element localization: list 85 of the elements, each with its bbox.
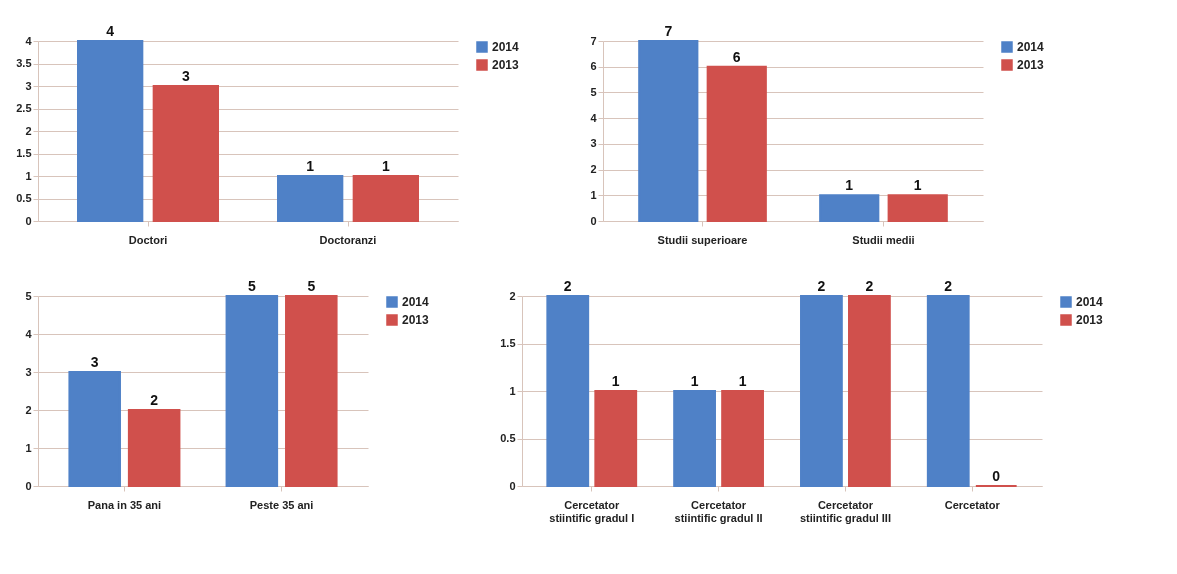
bar [127,409,181,487]
bar [721,390,764,487]
legend-label: 2013 [1017,58,1045,72]
y-tick-label: 3 [590,137,597,150]
y-tick-label: 1 [590,188,597,201]
y-tick-label: 3 [25,79,32,92]
bar [152,85,219,222]
data-label: 3 [181,68,190,84]
bar [285,295,338,487]
bar [819,194,880,222]
bar [68,371,121,487]
data-label: 2 [817,278,826,294]
data-label: 3 [90,354,99,370]
legend-label: 2014 [492,40,520,54]
y-tick-label: 1 [509,384,516,397]
data-label: 1 [845,177,854,194]
data-label: 1 [738,373,747,389]
legend-label: 2013 [492,58,520,72]
bar [277,175,344,222]
x-tick-label: Studii medii [852,233,915,246]
y-tick-label: 0.5 [16,192,32,204]
bar [352,175,419,222]
x-tick-label: Cercetator [944,498,1001,511]
y-tick-label: 2 [25,403,32,416]
y-tick-label: 5 [590,85,597,98]
bar [673,390,716,487]
data-label: 2 [865,278,874,294]
x-tick-label: Peste 35 ani [249,498,314,511]
data-label: 2 [944,278,953,294]
data-label: 0 [992,468,1001,484]
data-label: 1 [381,158,390,174]
legend-label: 2013 [402,313,430,327]
y-tick-label: 6 [590,60,597,73]
data-label: 5 [247,278,256,294]
x-tick-label: Studii superioare [657,233,748,246]
bar [225,295,279,487]
data-label: 1 [611,373,620,389]
y-tick-label: 0 [509,479,516,492]
x-tick-label: Doctoranzi [319,233,377,246]
y-tick-label: 1 [25,441,32,454]
y-tick-label: 0 [25,479,32,492]
y-tick-label: 2 [509,289,516,302]
data-label: 1 [306,158,315,174]
bar [887,194,948,222]
data-label: 1 [690,373,699,389]
data-label: 7 [664,23,673,39]
data-label: 4 [106,23,115,39]
data-label: 2 [150,392,159,408]
bar [638,40,699,222]
bar [77,40,144,222]
y-tick-label: 3 [25,365,32,378]
y-tick-label: 0 [590,214,597,227]
y-tick-label: 1 [25,169,32,182]
y-tick-label: 4 [25,327,33,340]
x-tick-label: Cercetator stiintific gradul I [549,498,635,524]
data-label: 1 [913,177,922,194]
y-tick-label: 2 [25,124,32,137]
data-label: 5 [307,278,316,294]
legend-label: 2014 [1076,295,1104,309]
y-tick-label: 0 [25,214,32,227]
bar [926,295,970,487]
data-label: 2 [563,278,572,294]
y-tick-label: 3.5 [16,57,32,69]
x-tick-label: Cercetator stiintific gradul II [674,498,763,524]
x-tick-label: Pana in 35 ani [87,498,162,511]
x-tick-label: Cercetator stiintific gradul III [799,498,891,524]
y-tick-label: 4 [25,34,33,47]
bar [848,295,891,487]
bar [546,295,590,487]
y-tick-label: 5 [25,289,32,302]
y-tick-label: 1.5 [16,147,32,159]
y-tick-label: 0.5 [500,432,516,444]
legend-label: 2013 [1076,313,1104,327]
y-tick-label: 4 [590,111,598,124]
bar [800,295,843,487]
legend-label: 2014 [402,295,430,309]
bar [594,390,638,487]
x-tick-label: Doctori [128,233,168,246]
y-tick-label: 7 [590,34,597,47]
data-label: 6 [732,48,741,65]
y-tick-label: 1.5 [500,337,516,349]
y-tick-label: 2.5 [16,102,32,114]
y-tick-label: 2 [590,163,597,176]
legend-label: 2014 [1017,40,1045,54]
bar [706,65,767,222]
